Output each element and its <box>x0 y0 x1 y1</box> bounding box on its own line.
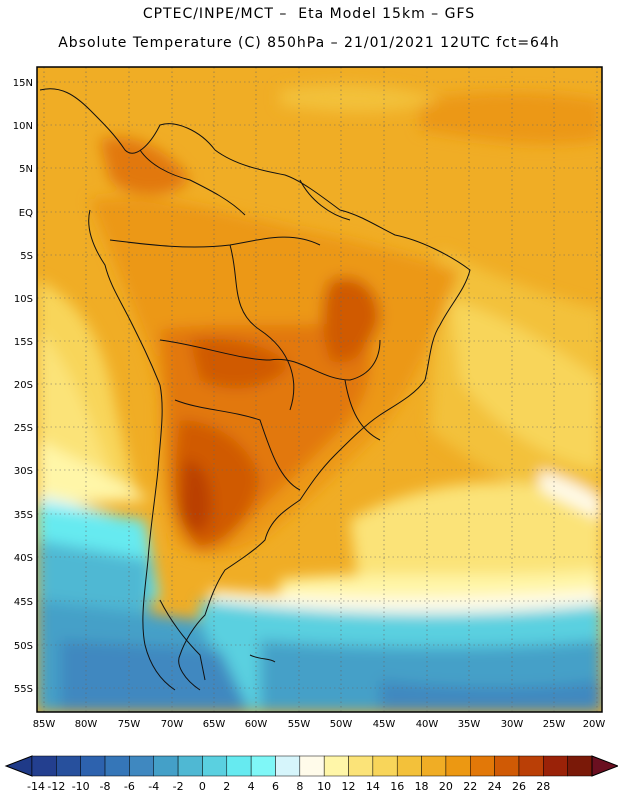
colorbar-label: -10 <box>72 780 90 793</box>
lon-label: 45W <box>373 719 396 730</box>
map-title: CPTEC/INPE/MCT – Eta Model 15km – GFS <box>142 6 476 22</box>
colorbar-label: 12 <box>342 780 356 793</box>
colorbar-min-arrow <box>4 755 33 777</box>
colorbar-swatch <box>543 755 568 777</box>
colorbar-label: 24 <box>488 780 502 793</box>
temperature-map: 15N 10N 5N EQ 5S 10S 15S 20S 25S 30S 35S… <box>13 66 606 730</box>
lon-label: 65W <box>203 719 226 730</box>
lon-label: 55W <box>288 719 311 730</box>
colorbar-label: 28 <box>536 780 550 793</box>
lat-label: 35S <box>14 510 33 521</box>
colorbar-swatch <box>323 755 349 777</box>
lon-label: 80W <box>75 719 98 730</box>
lat-label: 15N <box>13 78 33 89</box>
colorbar-swatch <box>421 755 447 777</box>
lat-label: 10N <box>13 121 33 132</box>
colorbar-label: 6 <box>272 780 279 793</box>
colorbar-label: -14 <box>27 780 45 793</box>
colorbar-swatch <box>470 755 495 777</box>
colorbar-swatch <box>348 755 374 777</box>
colorbar-swatch <box>56 755 81 777</box>
colorbar-swatch <box>445 755 471 777</box>
lat-label: 5S <box>20 251 33 262</box>
lat-axis: 15N 10N 5N EQ 5S 10S 15S 20S 25S 30S 35S… <box>13 78 33 695</box>
colorbar-max-arrow <box>591 755 618 777</box>
colorbar-swatch <box>299 755 325 777</box>
lat-label: 15S <box>14 337 33 348</box>
map-frame <box>36 66 603 713</box>
colorbar-label: -12 <box>47 780 65 793</box>
colorbar-label: 22 <box>463 780 477 793</box>
colorbar-swatch <box>275 755 301 777</box>
colorbar-swatch <box>372 755 398 777</box>
lat-label: 55S <box>14 684 33 695</box>
colorbar-swatch <box>31 755 57 777</box>
colorbar-label: 8 <box>296 780 303 793</box>
colorbar-swatch <box>250 755 276 777</box>
colorbar-label: 20 <box>439 780 453 793</box>
colorbar-label: 26 <box>512 780 526 793</box>
colorbar-label: 10 <box>317 780 331 793</box>
colorbar-label: 0 <box>199 780 206 793</box>
colorbar-swatch <box>226 755 252 777</box>
lat-label: 10S <box>14 294 33 305</box>
colorbar-swatch <box>129 755 154 777</box>
lon-label: 75W <box>118 719 141 730</box>
colorbar-swatch <box>202 755 228 777</box>
lon-label: 50W <box>330 719 353 730</box>
lon-label: 20W <box>583 719 606 730</box>
colorbar-label: 18 <box>415 780 429 793</box>
map-subtitle: Absolute Temperature (C) 850hPa – 21/01/… <box>58 35 560 51</box>
colorbar-label: 16 <box>390 780 404 793</box>
colorbar-swatches <box>4 755 618 777</box>
colorbar-label: -6 <box>124 780 135 793</box>
lat-label: EQ <box>19 208 33 219</box>
colorbar-swatch <box>396 755 422 777</box>
coastlines <box>39 88 471 691</box>
lon-label: 35W <box>458 719 481 730</box>
lat-label: 45S <box>14 597 33 608</box>
lat-label: 5N <box>19 164 33 175</box>
colorbar-swatch <box>80 755 106 777</box>
colorbar-label: -4 <box>148 780 159 793</box>
colorbar-swatch <box>518 755 544 777</box>
lon-label: 70W <box>161 719 184 730</box>
lon-label: 60W <box>245 719 268 730</box>
colorbar-swatch <box>494 755 520 777</box>
colorbar-label: -2 <box>173 780 184 793</box>
lon-label: 25W <box>543 719 566 730</box>
colorbar-label: -8 <box>100 780 111 793</box>
colorbar-label: 2 <box>223 780 230 793</box>
colorbar-labels: -14 -12 -10 -8 -6 -4 -2 0 2 4 6 8 10 12 14 16 18 20 22 24 26… <box>27 780 550 793</box>
temperature-field <box>37 67 602 712</box>
lon-label: 40W <box>416 719 439 730</box>
colorbar: -14 -12 -10 -8 -6 -4 -2 0 2 4 6 8 10 12 14 16 18 20 22 24 26… <box>4 755 618 793</box>
lat-label: 50S <box>14 641 33 652</box>
lat-label: 20S <box>14 380 33 391</box>
colorbar-swatch <box>177 755 203 777</box>
colorbar-label: 4 <box>248 780 255 793</box>
colorbar-swatch <box>104 755 130 777</box>
colorbar-swatch <box>567 755 593 777</box>
colorbar-label: 14 <box>366 780 380 793</box>
lon-label: 85W <box>33 719 56 730</box>
lon-label: 30W <box>501 719 524 730</box>
colorbar-swatch <box>153 755 179 777</box>
lat-label: 40S <box>14 553 33 564</box>
lat-label: 30S <box>14 466 33 477</box>
lat-label: 25S <box>14 423 33 434</box>
lon-axis: 85W 80W 75W 70W 65W 60W 55W 50W 45W 40W … <box>33 719 606 730</box>
